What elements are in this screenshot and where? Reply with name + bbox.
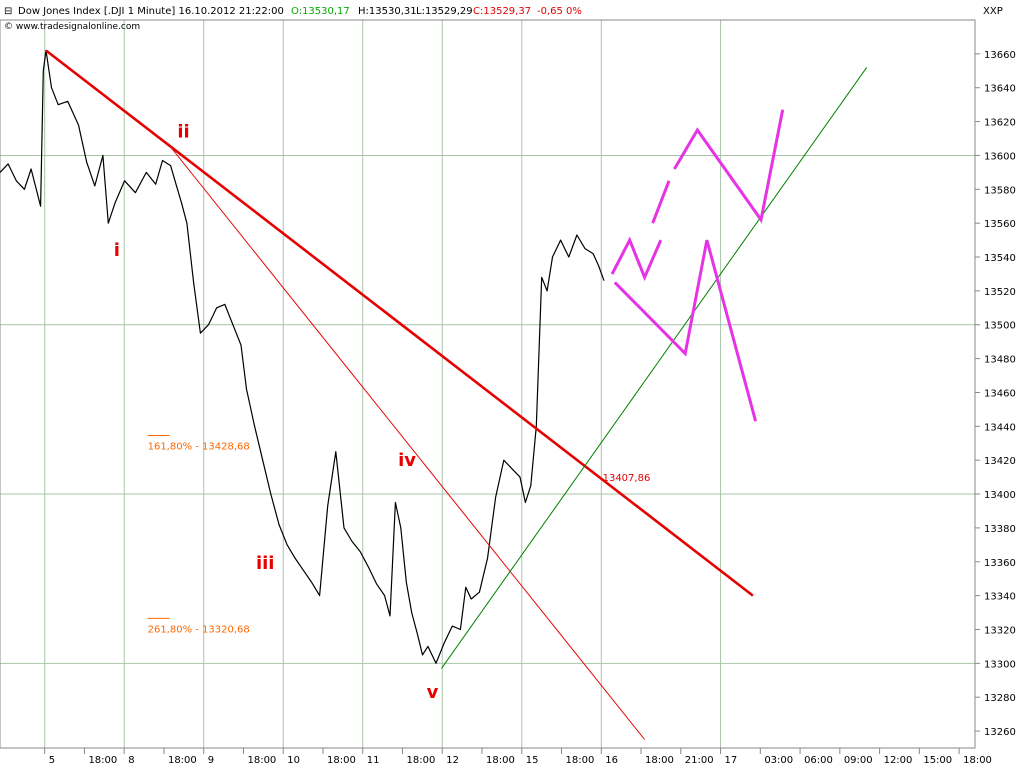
projection-path — [610, 236, 663, 282]
annotation-label: 261,80% - 13320,68 — [148, 624, 250, 635]
annotation-label: 161,80% - 13428,68 — [148, 441, 250, 452]
projection-path — [673, 109, 785, 224]
x-tick-label: 18:00 — [566, 755, 595, 766]
x-tick-label: 06:00 — [804, 755, 833, 766]
x-tick-label: 17 — [725, 755, 738, 766]
annotation-label: i — [114, 240, 120, 261]
x-tick-label: 18:00 — [407, 755, 436, 766]
y-axis: 13260 13280 13300 13320 13340 13360 13380 13400… — [975, 50, 1016, 738]
x-tick-label: 03:00 — [764, 755, 793, 766]
y-tick-label: 13580 — [984, 185, 1016, 196]
y-tick-label: 13480 — [984, 355, 1016, 366]
y-tick-label: 13360 — [984, 558, 1016, 569]
y-tick-label: 13380 — [984, 524, 1016, 535]
x-tick-label: 15 — [526, 755, 539, 766]
y-tick-label: 13280 — [984, 693, 1016, 704]
open-value: O:13530,17 — [291, 6, 350, 17]
y-tick-label: 13300 — [984, 659, 1016, 670]
series-layer — [0, 49, 868, 740]
plot-frame — [0, 19, 976, 749]
chart-header: ⊟ Dow Jones Index [.DJI 1 Minute] 16.10.… — [4, 6, 1003, 32]
y-tick-label: 13520 — [984, 287, 1016, 298]
y-tick-label: 13500 — [984, 321, 1016, 332]
x-tick-label: 18:00 — [327, 755, 356, 766]
price-line — [0, 49, 605, 664]
y-tick-label: 13340 — [984, 592, 1016, 603]
x-tick-label: 8 — [128, 755, 134, 766]
x-tick-label: 18:00 — [168, 755, 197, 766]
y-tick-label: 13260 — [984, 727, 1016, 738]
x-tick-label: 10 — [287, 755, 300, 766]
high-value: H:13530,31 — [358, 6, 417, 17]
change-value: -0,65 0% — [537, 6, 582, 17]
close-value: C:13529,37 — [473, 6, 531, 17]
y-tick-label: 13600 — [984, 151, 1016, 162]
y-tick-label: 13540 — [984, 253, 1016, 264]
x-tick-label: 18:00 — [486, 755, 515, 766]
annotation-label: v — [427, 682, 439, 703]
thin_trendline-line — [170, 146, 645, 740]
x-axis: 5 18:00 8 18:00 9 18:00 10 18:00 11 18:00 12 18:00 1… — [44, 748, 992, 766]
x-tick-label: 15:00 — [923, 755, 952, 766]
low-value: L:13529,29 — [416, 6, 473, 17]
grid — [0, 20, 975, 748]
annotation-label: ii — [177, 121, 189, 142]
annotation-label: iii — [256, 553, 275, 574]
y-tick-label: 13620 — [984, 118, 1016, 129]
x-tick-label: 18:00 — [645, 755, 674, 766]
green_trendline-line — [441, 67, 868, 669]
y-tick-label: 13460 — [984, 388, 1016, 399]
x-tick-label: 12:00 — [884, 755, 913, 766]
x-tick-label: 21:00 — [685, 755, 714, 766]
source-credit: © www.tradesignalonline.com — [4, 22, 140, 32]
projection-path — [651, 180, 671, 224]
x-tick-label: 18:00 — [247, 755, 276, 766]
x-tick-label: 11 — [367, 755, 380, 766]
symbol-badge: XXP — [983, 6, 1003, 17]
y-tick-label: 13440 — [984, 422, 1016, 433]
chart-frame — [0, 19, 976, 749]
y-tick-label: 13560 — [984, 219, 1016, 230]
x-tick-label: 9 — [208, 755, 214, 766]
y-tick-label: 13320 — [984, 625, 1016, 636]
y-tick-label: 13660 — [984, 50, 1016, 61]
collapse-icon[interactable]: ⊟ — [4, 6, 12, 17]
projection-path — [613, 239, 758, 422]
x-tick-label: 12 — [446, 755, 459, 766]
chart-title: Dow Jones Index [.DJI 1 Minute] 16.10.20… — [18, 6, 284, 17]
x-tick-label: 16 — [605, 755, 618, 766]
x-tick-label: 5 — [49, 755, 55, 766]
annotation-label: 13407,86 — [603, 473, 651, 484]
y-tick-label: 13400 — [984, 490, 1016, 501]
y-tick-label: 13420 — [984, 456, 1016, 467]
annotation-label: iv — [398, 450, 416, 471]
x-tick-label: 18:00 — [88, 755, 117, 766]
x-tick-label: 18:00 — [963, 755, 992, 766]
x-tick-label: 09:00 — [844, 755, 873, 766]
y-tick-label: 13640 — [984, 84, 1016, 95]
main_trendline-line — [45, 49, 754, 597]
